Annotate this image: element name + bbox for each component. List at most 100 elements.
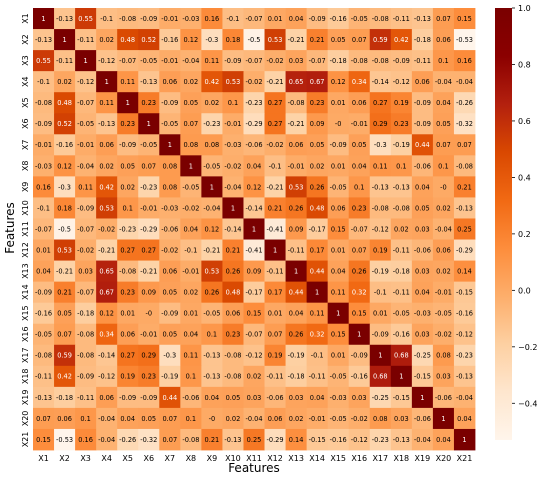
heatmap-cell-label: 0.07 xyxy=(162,436,177,444)
heatmap-cell-label: -0.05 xyxy=(140,141,157,149)
heatmap-cell-label: 0.12 xyxy=(205,225,220,233)
heatmap-cell xyxy=(285,113,308,135)
heatmap-cell xyxy=(138,8,160,30)
colorbar-tick-label: 0.2 xyxy=(518,230,531,239)
heatmap-cell-label: -0.32 xyxy=(140,436,157,444)
heatmap-cell xyxy=(117,50,139,72)
heatmap-cell-label: 0.19 xyxy=(268,352,283,360)
heatmap-cell xyxy=(306,344,329,367)
heatmap-cell-label: -0.13 xyxy=(98,120,115,128)
heatmap-cell-label: 0.26 xyxy=(205,289,220,297)
heatmap-cell-label: 0.09 xyxy=(310,120,325,128)
heatmap-cell xyxy=(411,29,434,51)
heatmap-cell-label: 0.06 xyxy=(415,78,430,86)
heatmap-cell-label: 0.23 xyxy=(141,99,156,107)
heatmap-cell-label: -0.18 xyxy=(393,268,410,276)
heatmap-cell xyxy=(264,92,286,114)
heatmap-cell xyxy=(222,50,244,72)
heatmap-cell xyxy=(432,155,455,177)
heatmap-cell xyxy=(411,8,434,30)
heatmap-cell-label: -0.21 xyxy=(56,268,73,276)
heatmap-cell xyxy=(243,407,265,430)
heatmap-cell xyxy=(369,29,392,51)
heatmap-cell xyxy=(54,176,76,198)
heatmap-cell xyxy=(243,344,265,367)
heatmap-cell-label: -0.01 xyxy=(309,415,326,423)
heatmap-cell-label: 0.03 xyxy=(289,394,304,402)
heatmap-cell xyxy=(264,50,286,72)
y-tick-label: X15 xyxy=(21,305,30,321)
heatmap-cell-label: 0.01 xyxy=(120,310,135,318)
heatmap-cell xyxy=(432,71,455,93)
heatmap-cell-label: -0.09 xyxy=(77,204,94,212)
heatmap-cell xyxy=(222,218,244,240)
heatmap-cell xyxy=(33,302,55,325)
heatmap-cell-label: -0.16 xyxy=(56,141,73,149)
heatmap-cell-label: -0.5 xyxy=(58,225,71,233)
heatmap-cell-label: -0.06 xyxy=(414,162,431,170)
heatmap-cell-label: -0 xyxy=(440,183,447,191)
heatmap-cell-label: 0.14 xyxy=(457,268,472,276)
heatmap-cell-label: 0.15 xyxy=(36,436,51,444)
heatmap-cell-label: 1 xyxy=(294,268,298,276)
heatmap-cell xyxy=(453,302,476,325)
heatmap-cell-label: 0.27 xyxy=(141,246,156,254)
heatmap-cell xyxy=(306,323,329,346)
heatmap-cell xyxy=(96,218,118,240)
heatmap-cell xyxy=(180,176,202,198)
colorbar-tick-label: 0.0 xyxy=(518,286,531,295)
heatmap-cell xyxy=(285,50,308,72)
heatmap-cell xyxy=(348,197,371,219)
heatmap-cell-label: 0.59 xyxy=(373,36,388,44)
heatmap-cell xyxy=(243,29,265,51)
heatmap-cell xyxy=(180,134,202,156)
heatmap-cell xyxy=(390,113,413,135)
heatmap-cell-label: -0.09 xyxy=(309,15,326,23)
heatmap-cell xyxy=(411,71,434,93)
heatmap-cell xyxy=(180,218,202,240)
heatmap-cell-label: 0.1 xyxy=(228,99,239,107)
heatmap-cell xyxy=(327,134,350,156)
heatmap-cell-label: -0.01 xyxy=(161,57,178,65)
heatmap-cell-label: 0.34 xyxy=(352,78,367,86)
heatmap-cell-label: -0.15 xyxy=(414,373,431,381)
heatmap-cell xyxy=(327,323,350,346)
heatmap-cell-label: -0.15 xyxy=(393,394,410,402)
x-tick-label: X9 xyxy=(207,454,218,463)
heatmap-cell xyxy=(222,428,244,451)
heatmap-cell-label: 0.11 xyxy=(78,183,93,191)
heatmap-cell-label: 0.65 xyxy=(289,78,304,86)
heatmap-cell-label: -0.18 xyxy=(414,36,431,44)
heatmap-cell-label: 0.27 xyxy=(373,99,388,107)
heatmap-cell-label: 0.65 xyxy=(99,268,114,276)
heatmap-cell-label: 0.52 xyxy=(57,120,72,128)
heatmap-cell xyxy=(180,365,202,388)
heatmap-cell-label: -0.16 xyxy=(330,436,347,444)
heatmap-cell-label: 0.05 xyxy=(226,394,241,402)
heatmap-cell xyxy=(432,407,455,430)
heatmap-cell xyxy=(180,50,202,72)
heatmap-cell xyxy=(264,281,286,304)
heatmap-cell-label: 0.04 xyxy=(36,268,51,276)
heatmap-cell xyxy=(327,71,350,93)
heatmap-cell-label: 0.11 xyxy=(205,57,220,65)
heatmap-cell-label: 0.03 xyxy=(247,394,262,402)
heatmap-cell xyxy=(75,407,97,430)
heatmap-cell xyxy=(264,302,286,325)
heatmap-cell-label: 1 xyxy=(252,225,256,233)
heatmap-cell-label: -0.15 xyxy=(309,436,326,444)
heatmap-cell xyxy=(348,8,371,30)
heatmap-cell-label: -0.08 xyxy=(393,204,410,212)
heatmap-cell xyxy=(432,134,455,156)
heatmap-cell xyxy=(96,407,118,430)
heatmap-cell xyxy=(117,344,139,367)
heatmap-cell xyxy=(138,428,160,451)
heatmap-cell-label: 0.02 xyxy=(436,268,451,276)
heatmap-cell xyxy=(222,155,244,177)
heatmap-cell-label: -0.19 xyxy=(161,373,178,381)
heatmap-cell-label: 0.03 xyxy=(289,57,304,65)
heatmap-cell xyxy=(33,50,55,72)
heatmap-cell xyxy=(201,176,223,198)
heatmap-cell xyxy=(348,134,371,156)
heatmap-cell-label: -0.13 xyxy=(203,352,220,360)
